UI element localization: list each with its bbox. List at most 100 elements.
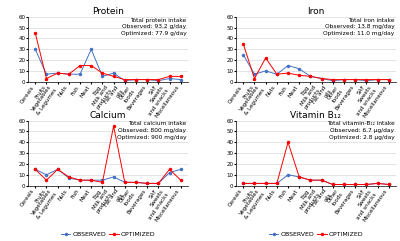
Text: Total vitamin-B₁₂ intake
Observed: 6.7 μg/day
Optimized: 2.8 μg/day: Total vitamin-B₁₂ intake Observed: 6.7 μ…	[327, 121, 394, 140]
OPTIMIZED	[66, 73, 71, 76]
OPTIMIZED	[252, 77, 257, 80]
OBSERVED	[241, 182, 246, 185]
OPTIMIZED	[44, 179, 49, 182]
OPTIMIZED	[156, 78, 161, 81]
OPTIMIZED	[386, 183, 391, 186]
OBSERVED	[263, 69, 268, 72]
OBSERVED	[156, 182, 161, 185]
OBSERVED	[44, 73, 49, 76]
OBSERVED	[78, 179, 82, 182]
OBSERVED	[55, 168, 60, 171]
OBSERVED	[252, 73, 257, 76]
OBSERVED	[308, 75, 313, 78]
OBSERVED	[66, 73, 71, 76]
Line: OBSERVED: OBSERVED	[34, 168, 182, 184]
OPTIMIZED	[134, 78, 138, 81]
OPTIMIZED	[44, 77, 49, 80]
OBSERVED	[111, 72, 116, 74]
OBSERVED	[375, 182, 380, 185]
OBSERVED	[375, 78, 380, 81]
OBSERVED	[241, 53, 246, 56]
Line: OPTIMIZED: OPTIMIZED	[242, 43, 390, 81]
OPTIMIZED	[375, 78, 380, 81]
OPTIMIZED	[386, 78, 391, 81]
OBSERVED	[297, 175, 302, 178]
OBSERVED	[145, 182, 150, 185]
OBSERVED	[178, 78, 183, 81]
Title: Protein: Protein	[92, 7, 124, 16]
OBSERVED	[89, 179, 94, 182]
OPTIMIZED	[308, 179, 313, 182]
OPTIMIZED	[145, 182, 150, 185]
OPTIMIZED	[122, 78, 127, 81]
OBSERVED	[55, 72, 60, 74]
OBSERVED	[89, 48, 94, 51]
OPTIMIZED	[178, 75, 183, 78]
OPTIMIZED	[78, 179, 82, 182]
OPTIMIZED	[55, 168, 60, 171]
OPTIMIZED	[319, 77, 324, 80]
Line: OPTIMIZED: OPTIMIZED	[34, 32, 182, 81]
OPTIMIZED	[330, 78, 335, 81]
Legend: OBSERVED, OPTIMIZED: OBSERVED, OPTIMIZED	[58, 229, 158, 239]
OBSERVED	[286, 64, 290, 67]
OPTIMIZED	[100, 181, 105, 184]
OPTIMIZED	[274, 73, 279, 76]
OPTIMIZED	[263, 182, 268, 185]
OPTIMIZED	[286, 141, 290, 144]
OBSERVED	[330, 79, 335, 82]
OPTIMIZED	[274, 182, 279, 185]
OBSERVED	[353, 183, 358, 186]
OBSERVED	[308, 179, 313, 182]
OPTIMIZED	[167, 75, 172, 78]
OBSERVED	[145, 78, 150, 81]
OPTIMIZED	[111, 125, 116, 127]
OPTIMIZED	[111, 75, 116, 78]
OBSERVED	[111, 175, 116, 178]
OPTIMIZED	[375, 182, 380, 185]
OBSERVED	[66, 177, 71, 180]
OBSERVED	[44, 173, 49, 176]
OBSERVED	[274, 73, 279, 76]
Text: Total protein intake
Observed: 93.2 g/day
Optimized: 77.9 g/day: Total protein intake Observed: 93.2 g/da…	[121, 18, 186, 36]
OPTIMIZED	[252, 182, 257, 185]
OBSERVED	[342, 183, 346, 186]
Line: OPTIMIZED: OPTIMIZED	[242, 141, 390, 186]
OPTIMIZED	[134, 181, 138, 184]
Text: Total calcium intake
Observed: 800 mg/day
Optimized: 900 mg/day: Total calcium intake Observed: 800 mg/da…	[117, 121, 186, 140]
OBSERVED	[167, 171, 172, 174]
OBSERVED	[286, 173, 290, 176]
OPTIMIZED	[297, 175, 302, 178]
OPTIMIZED	[55, 72, 60, 74]
OPTIMIZED	[263, 57, 268, 60]
OPTIMIZED	[100, 72, 105, 74]
Line: OBSERVED: OBSERVED	[242, 174, 390, 186]
OBSERVED	[274, 182, 279, 185]
OBSERVED	[167, 77, 172, 80]
OBSERVED	[134, 78, 138, 81]
OBSERVED	[156, 79, 161, 82]
OPTIMIZED	[319, 179, 324, 182]
OBSERVED	[100, 75, 105, 78]
Legend: OBSERVED, OPTIMIZED: OBSERVED, OPTIMIZED	[266, 229, 366, 239]
OPTIMIZED	[167, 168, 172, 171]
Legend: OBSERVED, OPTIMIZED: OBSERVED, OPTIMIZED	[266, 125, 366, 135]
Title: Vitamin B₁₂: Vitamin B₁₂	[290, 111, 342, 120]
OPTIMIZED	[33, 168, 38, 171]
Line: OPTIMIZED: OPTIMIZED	[34, 125, 182, 184]
OBSERVED	[178, 168, 183, 171]
OPTIMIZED	[89, 179, 94, 182]
OBSERVED	[122, 181, 127, 184]
OPTIMIZED	[78, 64, 82, 67]
Title: Calcium: Calcium	[90, 111, 126, 120]
OBSERVED	[33, 48, 38, 51]
OPTIMIZED	[122, 181, 127, 184]
OBSERVED	[122, 79, 127, 82]
OPTIMIZED	[364, 78, 369, 81]
OBSERVED	[252, 182, 257, 185]
OPTIMIZED	[297, 74, 302, 77]
Text: Total iron intake
Observed: 13.8 mg/day
Optimized: 11.0 mg/day: Total iron intake Observed: 13.8 mg/day …	[323, 18, 394, 36]
OPTIMIZED	[145, 78, 150, 81]
OBSERVED	[364, 183, 369, 186]
Legend: OBSERVED, OPTIMIZED: OBSERVED, OPTIMIZED	[58, 125, 158, 135]
